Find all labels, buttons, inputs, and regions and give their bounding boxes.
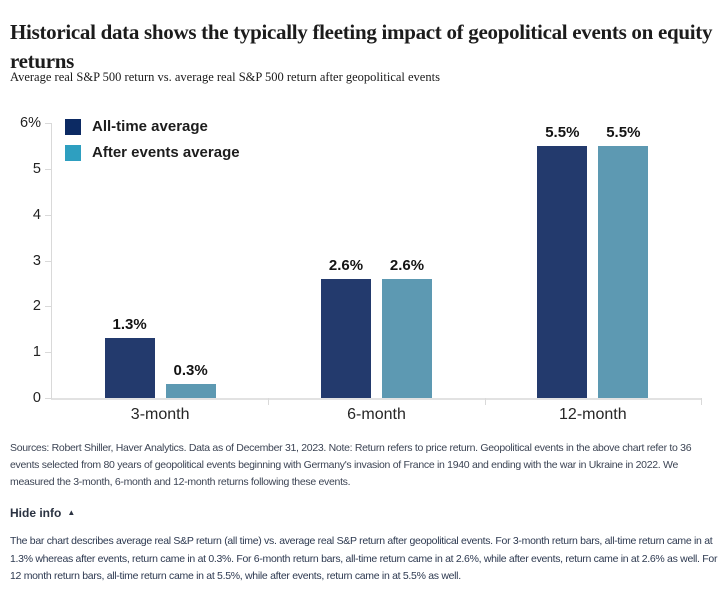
y-axis-tick xyxy=(45,123,52,124)
chart-subtitle: Average real S&P 500 return vs. average … xyxy=(10,70,440,84)
y-axis-tick xyxy=(45,398,52,399)
y-axis-label: 6% xyxy=(20,115,41,131)
bar-3-month-after-events-average xyxy=(165,384,216,398)
legend-item-all-time-average: All-time average xyxy=(65,118,240,135)
y-axis-label: 1 xyxy=(32,344,41,361)
bar-12-month-all-time-average xyxy=(537,145,588,398)
legend: All-time average After events average xyxy=(65,118,240,161)
bar-12-month-after-events-average xyxy=(598,145,649,398)
page-title: Historical data shows the typically flee… xyxy=(10,20,713,74)
bar-chart: 1.3% 0.3% 2.6% 2.6% 5.5% 5.5% All-time averag… xyxy=(0,108,721,440)
bar-value-label: 0.3% xyxy=(173,362,208,380)
sources-note: Sources: Robert Shiller, Haver Analytics… xyxy=(10,442,692,488)
category-label-6-month: 6-month xyxy=(347,406,406,423)
y-axis-tick xyxy=(45,306,52,308)
category-label-3-month: 3-month xyxy=(130,406,190,423)
bar-value-label: 2.6% xyxy=(389,256,425,274)
x-axis-tick xyxy=(701,398,702,405)
legend-swatch-all-time-average xyxy=(65,118,81,135)
chart-description: The bar chart describes average real S&P… xyxy=(10,535,718,582)
y-axis-label: 2 xyxy=(32,298,41,315)
y-axis-label: 3 xyxy=(32,252,41,269)
x-axis-tick xyxy=(268,398,270,405)
legend-swatch-after-events-average xyxy=(65,144,81,161)
y-axis-tick xyxy=(45,352,52,354)
plot-area: 1.3% 0.3% 2.6% 2.6% 5.5% 5.5% xyxy=(52,108,701,398)
legend-label: All-time average xyxy=(92,118,208,135)
y-axis-label: 4 xyxy=(32,206,41,223)
hide-info-toggle[interactable]: Hide info ▲ xyxy=(10,506,75,520)
bar-value-label: 2.6% xyxy=(328,256,364,274)
category-label-12-month: 12-month xyxy=(559,406,627,423)
legend-item-after-events-average: After events average xyxy=(65,144,240,161)
y-axis-label: 0 xyxy=(32,390,41,406)
bar-value-label: 1.3% xyxy=(112,316,147,334)
bar-6-month-after-events-average xyxy=(382,278,432,398)
bar-6-month-all-time-average xyxy=(321,278,371,398)
hide-info-label: Hide info xyxy=(10,506,62,520)
y-axis-tick xyxy=(45,168,52,170)
y-axis-tick xyxy=(45,260,52,262)
x-axis-tick xyxy=(484,398,486,405)
bar-value-label: 5.5% xyxy=(606,123,641,141)
bar-value-label: 5.5% xyxy=(545,123,580,141)
y-axis-tick xyxy=(45,214,52,216)
legend-label: After events average xyxy=(92,144,240,161)
chevron-up-icon: ▲ xyxy=(67,507,76,517)
bar-3-month-all-time-average xyxy=(104,338,155,398)
x-axis-line xyxy=(51,398,702,400)
y-axis-label: 5 xyxy=(32,160,41,177)
